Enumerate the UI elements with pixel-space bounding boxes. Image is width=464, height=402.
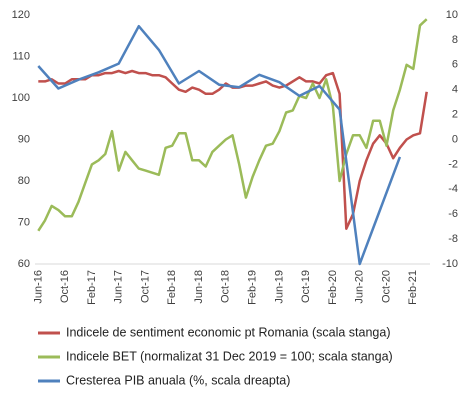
y-tick-label: 60 xyxy=(18,258,30,270)
y2-tick-label: -6 xyxy=(448,208,458,220)
y2-tick-label: -10 xyxy=(442,258,458,270)
y-tick-label: 110 xyxy=(12,50,30,62)
y2-tick-label: -8 xyxy=(448,233,458,245)
series-line xyxy=(37,18,428,232)
y-tick-label: 80 xyxy=(18,175,30,187)
x-tick-label: Oct-16 xyxy=(59,270,71,303)
legend-label: Indicele de sentiment economic pt Romani… xyxy=(66,325,390,339)
x-tick-label: Feb-21 xyxy=(407,270,419,305)
x-tick-label: Feb-19 xyxy=(246,270,258,305)
y-tick-label: 120 xyxy=(12,9,30,21)
y2-tick-label: 0 xyxy=(452,133,458,145)
y-tick-label: 100 xyxy=(12,92,30,104)
x-tick-label: Jun-18 xyxy=(193,270,205,304)
x-tick-label: Feb-17 xyxy=(86,270,98,305)
y2-tick-label: -2 xyxy=(448,158,458,170)
x-tick-label: Jun-20 xyxy=(354,270,366,304)
legend-label: Cresterea PIB anuala (%, scala dreapta) xyxy=(66,373,290,387)
y2-tick-label: 6 xyxy=(452,59,458,71)
y2-tick-label: 8 xyxy=(452,34,458,46)
series-line xyxy=(37,24,402,266)
x-tick-label: Oct-18 xyxy=(220,270,232,303)
x-tick-label: Jun-19 xyxy=(273,270,285,304)
y2-tick-label: 4 xyxy=(452,84,458,96)
x-tick-label: Feb-18 xyxy=(166,270,178,305)
x-tick-label: Oct-19 xyxy=(300,270,312,303)
x-tick-label: Oct-17 xyxy=(139,270,151,303)
x-tick-label: Jun-16 xyxy=(32,270,44,304)
y2-tick-label: 10 xyxy=(446,9,458,21)
y-tick-label: 90 xyxy=(18,133,30,145)
legend-label: Indicele BET (normalizat 31 Dec 2019 = 1… xyxy=(66,349,393,363)
x-tick-label: Jun-17 xyxy=(113,270,125,304)
y2-tick-label: 2 xyxy=(452,109,458,121)
x-tick-label: Oct-20 xyxy=(380,270,392,303)
series-line xyxy=(38,69,428,230)
y-tick-label: 70 xyxy=(18,216,30,228)
x-tick-label: Feb-20 xyxy=(327,270,339,305)
y2-tick-label: -4 xyxy=(448,183,458,195)
